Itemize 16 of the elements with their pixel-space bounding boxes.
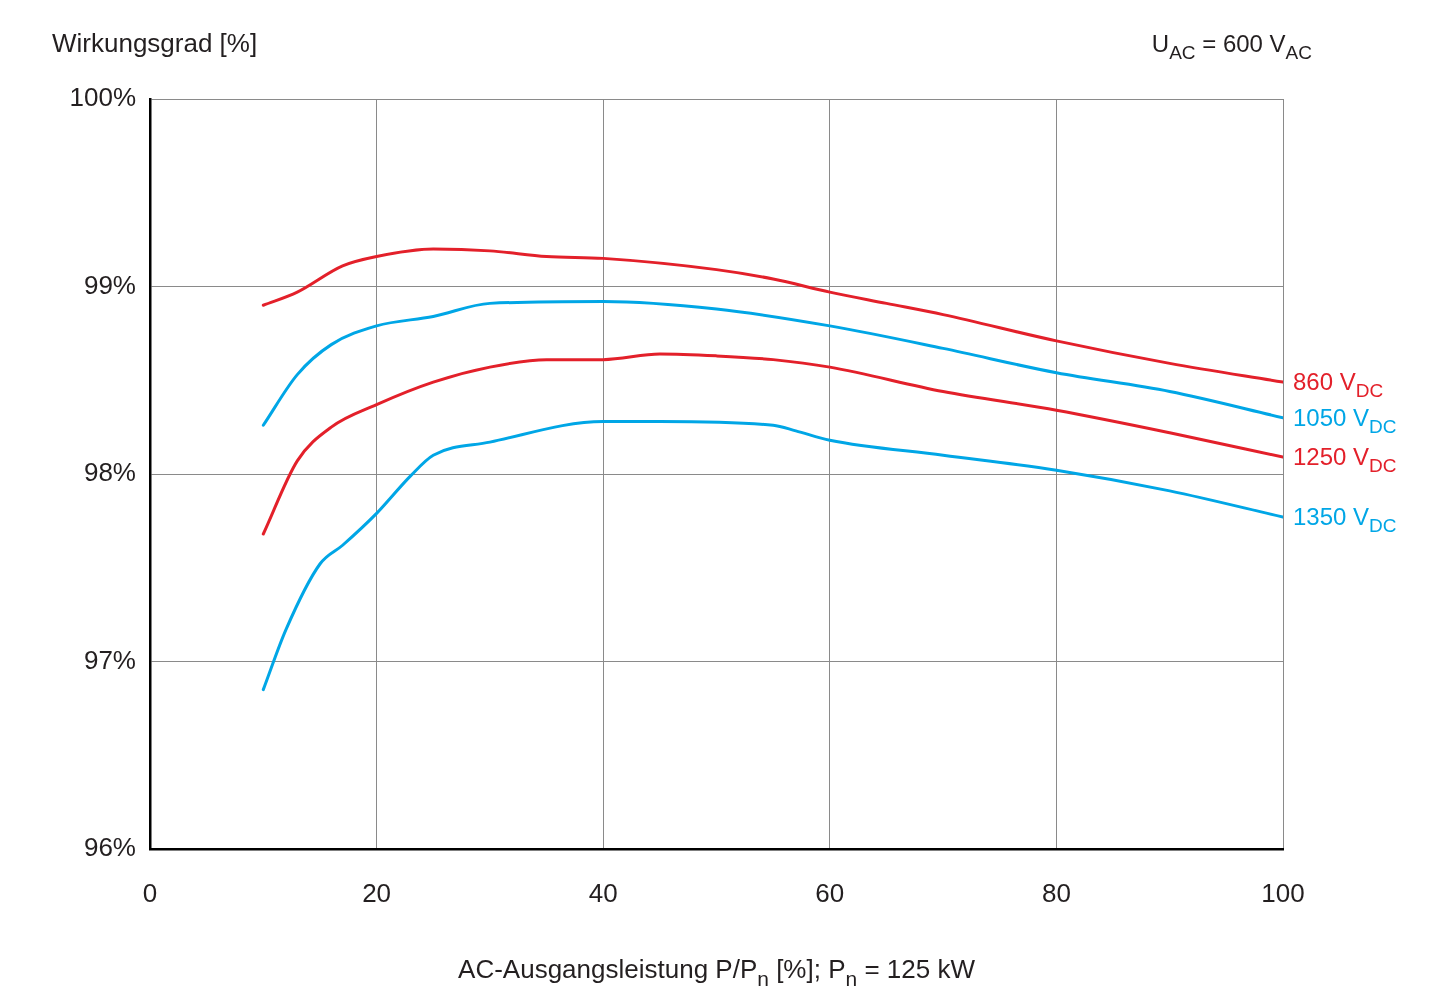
x-tick-label: 80	[1041, 877, 1071, 908]
line-series	[261, 420, 1283, 692]
x-tick-label: 40	[588, 877, 618, 908]
y-tick-label: 100%	[69, 82, 136, 113]
line-series	[261, 300, 1283, 427]
x-tick-label: 100	[1261, 877, 1305, 908]
x-tick-label: 20	[362, 877, 392, 908]
y-tick-label: 96%	[83, 832, 136, 863]
y-tick-label: 99%	[83, 269, 136, 300]
y-tick-label: 97%	[83, 644, 136, 675]
line-series	[261, 352, 1283, 536]
y-tick-label: 98%	[83, 457, 136, 488]
x-tick-label: 60	[815, 877, 845, 908]
x-tick-label: 0	[142, 877, 158, 908]
line-series	[261, 247, 1283, 384]
y-axis-title: Wirkungsgrad [%]	[52, 28, 258, 58]
